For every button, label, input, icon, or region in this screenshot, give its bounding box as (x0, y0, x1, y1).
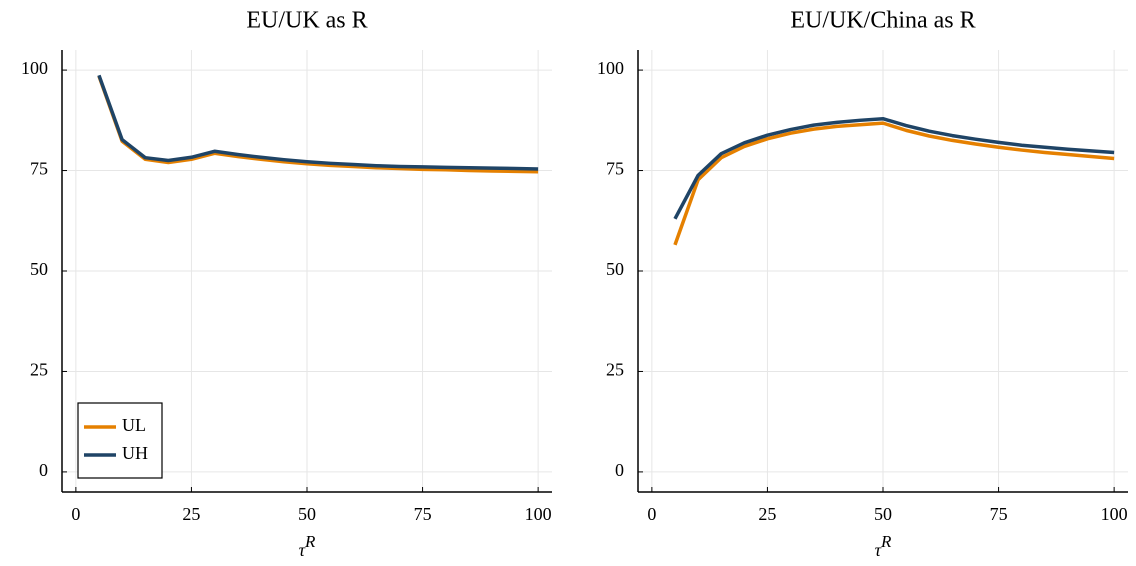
y-tick-label: 50 (30, 259, 48, 279)
legend-box (77, 402, 163, 479)
y-tick-label: 25 (30, 360, 48, 380)
x-tick-label: 75 (414, 504, 432, 524)
x-tick-label: 75 (990, 504, 1008, 524)
x-tick-label: 100 (525, 504, 552, 524)
x-tick-label: 50 (298, 504, 316, 524)
y-tick-label: 75 (606, 159, 624, 179)
x-axis-label-base: τ (875, 540, 882, 560)
x-tick-label: 0 (71, 504, 80, 524)
x-tick-label: 100 (1101, 504, 1128, 524)
series-line (97, 74, 539, 171)
chart-title: EU/UK/China as R (790, 8, 975, 34)
chart-title: EU/UK as R (246, 8, 367, 34)
y-tick-label: 100 (597, 58, 624, 78)
x-axis-label-sup: R (880, 532, 892, 551)
x-tick-label: 25 (182, 504, 200, 524)
x-axis-label-base: τ (299, 540, 306, 560)
y-tick-label: 0 (615, 460, 624, 480)
y-tick-label: 100 (21, 58, 48, 78)
y-tick-label: 25 (606, 360, 624, 380)
series-line (673, 121, 1115, 246)
series-line (673, 116, 1115, 220)
x-axis-label-sup: R (304, 532, 316, 551)
legend-label: UL (122, 415, 146, 435)
x-tick-label: 0 (647, 504, 656, 524)
y-tick-label: 0 (39, 460, 48, 480)
x-axis-label: τR (299, 532, 316, 560)
y-tick-label: 75 (30, 159, 48, 179)
x-tick-label: 25 (758, 504, 776, 524)
x-tick-label: 50 (874, 504, 892, 524)
legend-label: UH (122, 443, 148, 463)
series-line (97, 75, 539, 174)
y-tick-label: 50 (606, 259, 624, 279)
x-axis-label: τR (875, 532, 892, 560)
